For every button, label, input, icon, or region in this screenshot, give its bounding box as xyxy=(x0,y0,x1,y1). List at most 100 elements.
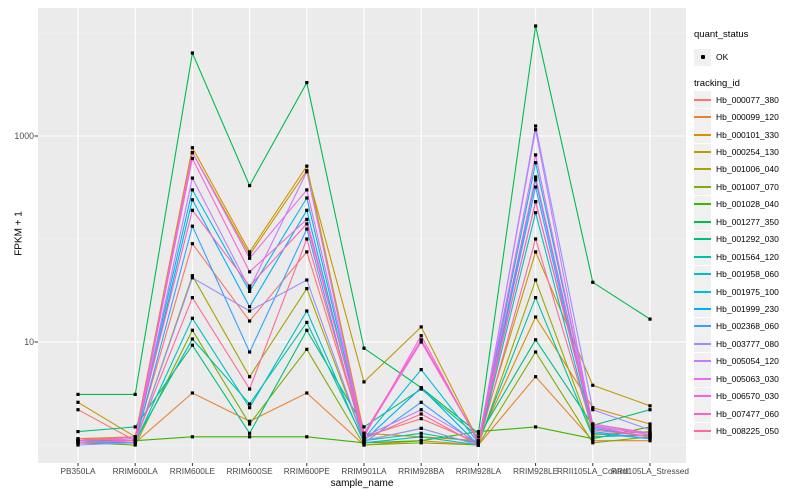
series-color-key-icon xyxy=(694,352,711,370)
series-color-key-icon xyxy=(694,230,711,248)
data-point xyxy=(419,439,423,443)
data-point xyxy=(248,422,252,426)
legend-item: Hb_001292_030 xyxy=(694,230,800,248)
x-axis-title: sample_name xyxy=(330,478,394,489)
legend-item-label: Hb_007477_060 xyxy=(716,408,779,419)
data-point xyxy=(190,208,194,212)
data-point xyxy=(419,431,423,435)
data-point xyxy=(591,431,595,435)
data-point xyxy=(305,196,309,200)
data-point xyxy=(248,402,252,406)
data-point xyxy=(419,441,423,445)
legend-item: Hb_001006_040 xyxy=(694,160,800,178)
quant-status-legend-title: quant_status xyxy=(694,29,749,40)
data-point xyxy=(76,443,80,447)
legend-item-label: Hb_000099_120 xyxy=(716,112,779,123)
data-point xyxy=(248,256,252,260)
data-point xyxy=(76,439,80,443)
data-point xyxy=(591,406,595,410)
data-point xyxy=(248,419,252,423)
data-point xyxy=(305,188,309,192)
legend-item-label: Hb_001564_120 xyxy=(716,251,779,262)
data-point xyxy=(305,309,309,313)
series-color-key-icon xyxy=(694,283,711,301)
data-point xyxy=(476,443,480,447)
data-point xyxy=(591,425,595,429)
series-color-key-icon xyxy=(694,317,711,335)
data-point xyxy=(362,425,366,429)
data-point xyxy=(305,320,309,324)
x-tick-label: PB350LA xyxy=(60,466,96,476)
legend-item: Hb_005054_120 xyxy=(694,352,800,370)
legend-item: Hb_000101_330 xyxy=(694,126,800,144)
series-color-key-icon xyxy=(694,213,711,231)
legend-item: Hb_008225_050 xyxy=(694,422,800,440)
data-point xyxy=(648,435,652,439)
legend-item-label: Hb_005054_120 xyxy=(716,356,779,367)
data-point xyxy=(534,124,538,128)
data-point xyxy=(534,237,538,241)
legend-item-label: Hb_000077_380 xyxy=(716,94,779,105)
data-point xyxy=(362,443,366,447)
data-point xyxy=(591,439,595,443)
data-point xyxy=(362,439,366,443)
legend-item-label: Hb_000101_330 xyxy=(716,129,779,140)
legend-item: Hb_006570_030 xyxy=(694,387,800,405)
data-point xyxy=(362,441,366,445)
data-point xyxy=(305,347,309,351)
legend-item: Hb_000254_130 xyxy=(694,143,800,161)
legend-item: Hb_002368_060 xyxy=(694,317,800,335)
data-point xyxy=(419,426,423,430)
data-point xyxy=(305,222,309,226)
data-point xyxy=(648,425,652,429)
data-point xyxy=(305,237,309,241)
series-color-key-icon xyxy=(694,335,711,353)
data-point xyxy=(305,217,309,221)
data-point xyxy=(419,338,423,342)
ok-label: OK xyxy=(716,52,729,62)
data-point xyxy=(305,287,309,291)
legend-item: Hb_001277_350 xyxy=(694,213,800,231)
data-point xyxy=(534,161,538,165)
data-point xyxy=(534,350,538,354)
data-point xyxy=(648,317,652,321)
data-point xyxy=(534,211,538,215)
legend-item: Hb_001999_230 xyxy=(694,300,800,318)
data-point xyxy=(190,328,194,332)
legend-item: Hb_001975_100 xyxy=(694,283,800,301)
x-tick-label: RRIM901LA xyxy=(341,466,387,476)
x-tick-label: RRIM600PE xyxy=(283,466,330,476)
data-point xyxy=(76,392,80,396)
legend-item-label: Hb_001999_230 xyxy=(716,303,779,314)
data-point xyxy=(190,188,194,192)
data-point xyxy=(419,408,423,412)
data-point xyxy=(190,343,194,347)
legend-item-label: Hb_001006_040 xyxy=(716,164,779,175)
ok-point-key-icon xyxy=(694,48,711,66)
data-point xyxy=(76,441,80,445)
legend-item-label: Hb_005063_030 xyxy=(716,373,779,384)
data-point xyxy=(534,178,538,182)
series-color-key-icon xyxy=(694,160,711,178)
data-point xyxy=(248,289,252,293)
data-point xyxy=(305,208,309,212)
data-point xyxy=(534,200,538,204)
data-point xyxy=(190,337,194,341)
data-point xyxy=(305,227,309,231)
data-point xyxy=(190,242,194,246)
data-point xyxy=(362,433,366,437)
y-axis-title: FPKM + 1 xyxy=(13,211,25,256)
data-point xyxy=(534,315,538,319)
x-tick-label: RRIM928LA xyxy=(455,466,501,476)
data-point xyxy=(133,443,137,447)
data-point xyxy=(534,153,538,157)
x-tick-label: RRIM928BA xyxy=(398,466,445,476)
data-point xyxy=(419,400,423,404)
data-point xyxy=(534,375,538,379)
legend-item: Hb_000077_380 xyxy=(694,91,800,109)
data-point xyxy=(419,368,423,372)
data-point xyxy=(591,441,595,445)
data-point xyxy=(248,309,252,313)
data-point xyxy=(591,408,595,412)
data-point xyxy=(362,431,366,435)
